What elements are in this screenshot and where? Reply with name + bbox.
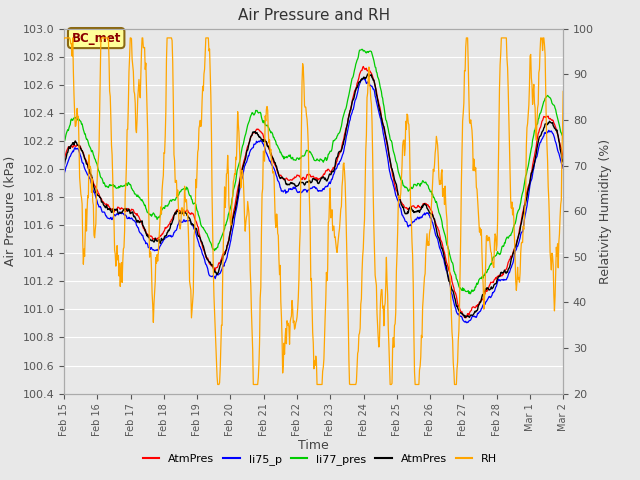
- Title: Air Pressure and RH: Air Pressure and RH: [237, 9, 390, 24]
- Legend: AtmPres, li75_p, li77_pres, AtmPres, RH: AtmPres, li75_p, li77_pres, AtmPres, RH: [138, 450, 502, 469]
- Text: BC_met: BC_met: [72, 32, 121, 45]
- Y-axis label: Air Pressure (kPa): Air Pressure (kPa): [4, 156, 17, 266]
- X-axis label: Time: Time: [298, 439, 329, 452]
- Y-axis label: Relativity Humidity (%): Relativity Humidity (%): [600, 139, 612, 284]
